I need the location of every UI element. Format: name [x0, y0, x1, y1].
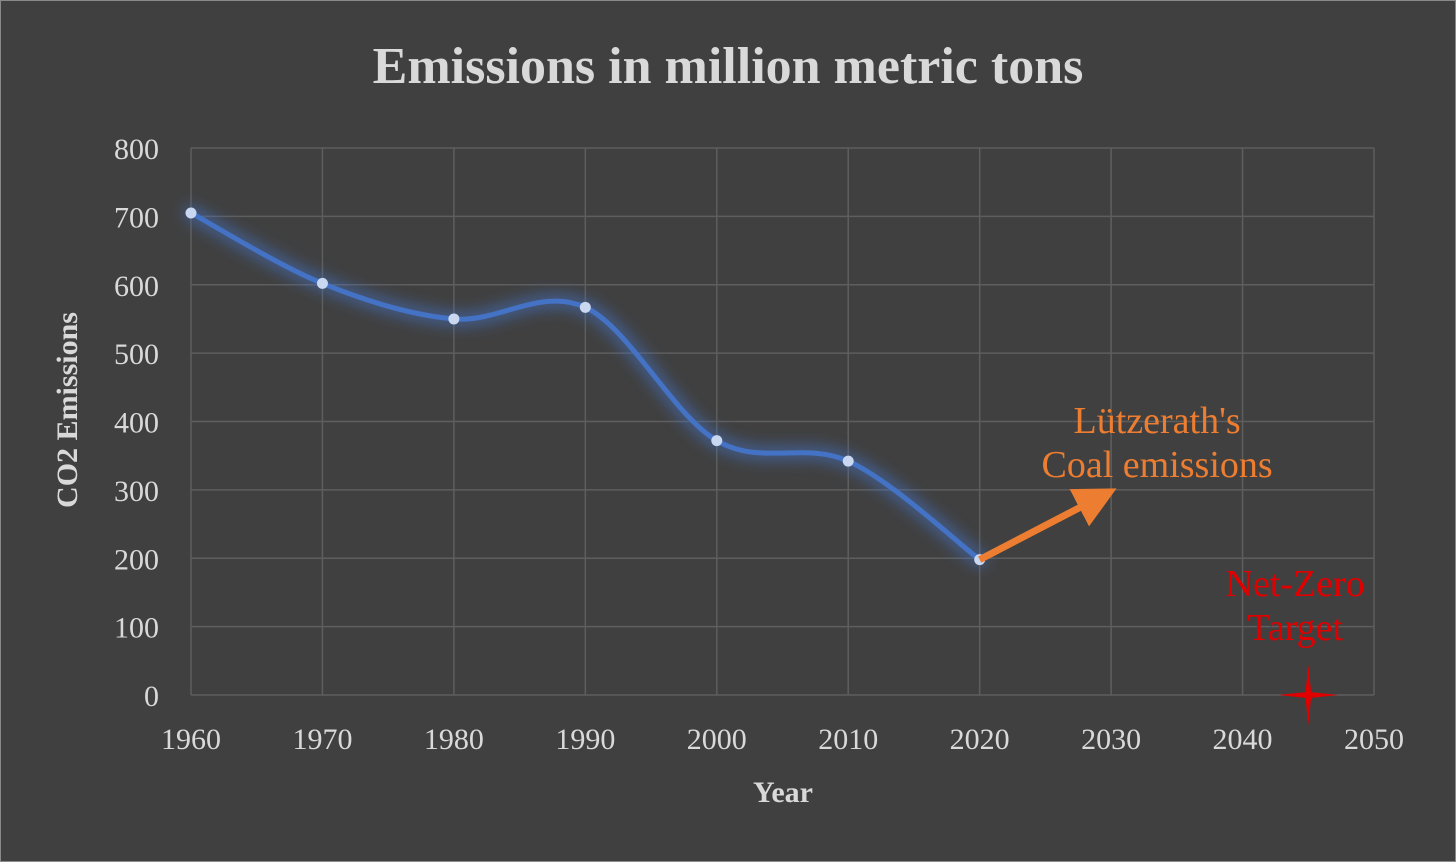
annotation-label: Coal emissions — [1042, 444, 1273, 486]
data-point — [316, 277, 328, 289]
x-tick-label: 2010 — [818, 723, 878, 756]
x-tick-label: 1960 — [161, 723, 221, 756]
chart-title: Emissions in million metric tons — [373, 38, 1084, 95]
y-tick-label: 800 — [114, 133, 159, 166]
data-point — [579, 301, 591, 313]
x-tick-label: 2030 — [1081, 723, 1141, 756]
annotation-label: Net-Zero — [1226, 563, 1365, 605]
data-point — [842, 455, 854, 467]
annotation-label: Target — [1247, 607, 1343, 649]
gridlines — [190, 147, 1375, 696]
data-point — [711, 435, 723, 447]
x-tick-label: 1990 — [555, 723, 615, 756]
y-tick-label: 700 — [114, 201, 159, 234]
x-axis-ticks: 1960 1970 1980 1990 2000 2010 2020 2030 2040 2050 — [161, 723, 1404, 756]
x-tick-label: 1970 — [292, 723, 352, 756]
x-tick-label: 2000 — [687, 723, 747, 756]
annotation-label: Lützerath's — [1074, 400, 1241, 442]
x-tick-label: 2050 — [1344, 723, 1404, 756]
data-point — [448, 313, 460, 325]
y-tick-label: 0 — [144, 680, 159, 713]
y-tick-label: 300 — [114, 475, 159, 508]
series-emissions — [183, 204, 988, 568]
x-tick-label: 2020 — [950, 723, 1010, 756]
y-tick-label: 200 — [114, 543, 159, 576]
y-axis-ticks: 0 100 200 300 400 500 600 700 800 — [114, 133, 159, 713]
y-tick-label: 100 — [114, 612, 159, 645]
x-tick-label: 1980 — [424, 723, 484, 756]
x-tick-label: 2040 — [1213, 723, 1273, 756]
data-point — [185, 207, 197, 219]
y-tick-label: 500 — [114, 338, 159, 371]
y-tick-label: 400 — [114, 407, 159, 440]
y-axis-label: CO2 Emissions — [51, 312, 84, 508]
y-tick-label: 600 — [114, 270, 159, 303]
x-axis-label: Year — [753, 776, 813, 809]
annotation-arrow — [978, 488, 1117, 563]
net-zero-star-icon — [1278, 665, 1339, 725]
